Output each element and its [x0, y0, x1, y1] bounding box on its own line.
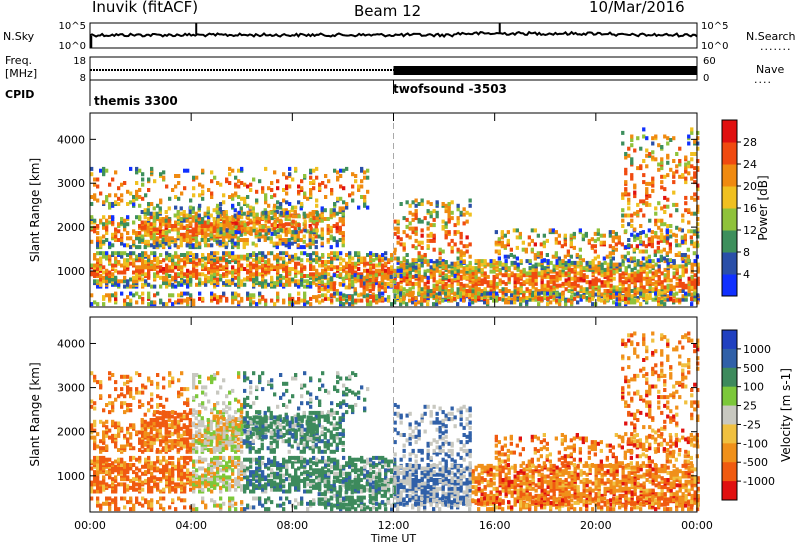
power-colorbar-segment	[722, 186, 737, 209]
power-colorbar-segment	[722, 252, 737, 275]
cpid-panel	[89, 80, 394, 106]
frequency-panel: 18 8 60 0	[73, 56, 715, 84]
noise-panel: 10^5 10^0 10^5 10^0	[59, 21, 729, 52]
y-axis-label: Slant Range [km]	[28, 362, 42, 466]
power-colorbar-segment	[722, 142, 737, 165]
y-tick-label: 2000	[57, 221, 85, 234]
x-tick-label: 08:00	[276, 519, 308, 532]
cpid-mode-1: themis 3300	[94, 94, 178, 108]
power-colorbar-segment	[722, 164, 737, 187]
velocity-colorbar-segment	[722, 330, 737, 350]
x-tick-label: 20:00	[580, 519, 612, 532]
cpid-label: CPID	[5, 88, 35, 101]
data-cells	[90, 331, 700, 512]
y-tick-label: 3000	[57, 177, 85, 190]
freq-trace-dual	[393, 66, 697, 75]
power-colorbar-segment	[722, 274, 737, 297]
power-colorbar-tick-label: 16	[743, 202, 757, 215]
nave-label: Nave	[756, 63, 785, 76]
y-tick-label: 1000	[57, 470, 85, 483]
x-tick-label: 04:00	[175, 519, 207, 532]
cpid-mode-2: twofsound -3503	[393, 82, 507, 96]
power-colorbar-segment	[722, 208, 737, 231]
power-colorbar-segment	[722, 120, 737, 143]
x-tick-label: 16:00	[479, 519, 511, 532]
noise-search-dots: .......	[760, 40, 792, 53]
noise-tick-label: 10^0	[701, 41, 728, 52]
freq-unit-label: [MHz]	[5, 67, 38, 80]
power-colorbar-tick-label: 12	[743, 224, 757, 237]
power-colorbar-label: Power [dB]	[756, 175, 770, 240]
y-tick-label: 2000	[57, 426, 85, 439]
nave-tick-label: 60	[703, 56, 716, 67]
power-colorbar-tick-label: 4	[743, 268, 750, 281]
velocity-colorbar-tick-label: -1000	[743, 475, 775, 488]
noise-tick-label: 10^0	[59, 41, 86, 52]
velocity-colorbar-tick-label: -100	[743, 437, 768, 450]
velocity-colorbar-segment	[722, 405, 737, 425]
y-tick-label: 3000	[57, 382, 85, 395]
velocity-panel: 1000 2000 3000 4000 Slant Range [km]	[28, 316, 700, 513]
velocity-colorbar-segment	[722, 443, 737, 463]
power-panel: 1000 2000 3000 4000 Slant Range [km]	[28, 112, 700, 308]
power-colorbar-tick-label: 20	[743, 180, 757, 193]
power-colorbar-tick-label: 28	[743, 136, 757, 149]
power-colorbar-tick-label: 24	[743, 158, 757, 171]
x-tick-label: 00:00	[74, 519, 106, 532]
power-colorbar-tick-label: 8	[743, 246, 750, 259]
noise-search-label: N.Search	[746, 30, 796, 43]
velocity-colorbar-segment	[722, 386, 737, 407]
velocity-colorbar-frame	[721, 329, 738, 501]
y-tick-label: 4000	[57, 133, 85, 146]
y-tick-label: 4000	[57, 337, 85, 350]
velocity-colorbar-segment	[722, 367, 737, 388]
velocity-colorbar-segment	[722, 424, 737, 444]
x-tick-label: 12:00	[378, 519, 410, 532]
velocity-colorbar-label: Velocity [m s-1]	[779, 368, 793, 462]
power-colorbar-segment	[722, 230, 737, 253]
y-tick-label: 1000	[57, 265, 85, 278]
freq-label: Freq.	[5, 54, 33, 67]
velocity-colorbar-tick-label: -25	[743, 418, 761, 431]
velocity-colorbar-tick-label: 1000	[743, 343, 771, 356]
noise-sky-label: N.Sky	[3, 30, 35, 43]
axes: 00:00 04:00 08:00 12:00 16:00 20:00 00:00 Time …	[74, 519, 713, 545]
noise-tick-label: 10^5	[59, 21, 86, 32]
velocity-colorbar-tick-label: 100	[743, 381, 764, 394]
velocity-colorbar-tick-label: 25	[743, 400, 757, 413]
date-title: 10/Mar/2016	[589, 0, 685, 16]
velocity-colorbar-segment	[722, 481, 737, 501]
nave-tick-label: 0	[703, 73, 709, 84]
noise-sky-trace	[89, 30, 698, 38]
data-cells	[90, 127, 700, 307]
velocity-colorbar-segment	[722, 348, 737, 369]
station-title: Inuvik (fitACF)	[92, 0, 199, 16]
freq-tick-label: 8	[80, 73, 86, 84]
beam-title: Beam 12	[354, 2, 422, 20]
x-tick-label: 00:00	[681, 519, 713, 532]
colorbars: 4 8 12 16 20 24 28 Power [dB] 1000 500 100 25 -25 -10…	[721, 119, 793, 501]
y-axis-label: Slant Range [km]	[28, 158, 42, 262]
noise-tick-label: 10^5	[701, 21, 728, 32]
nave-dots: ....	[754, 73, 772, 86]
velocity-colorbar-segment	[722, 462, 737, 482]
velocity-colorbar-tick-label: -500	[743, 456, 768, 469]
velocity-colorbar-tick-label: 500	[743, 362, 764, 375]
freq-tick-label: 18	[73, 56, 86, 67]
x-axis-label: Time UT	[370, 532, 416, 545]
